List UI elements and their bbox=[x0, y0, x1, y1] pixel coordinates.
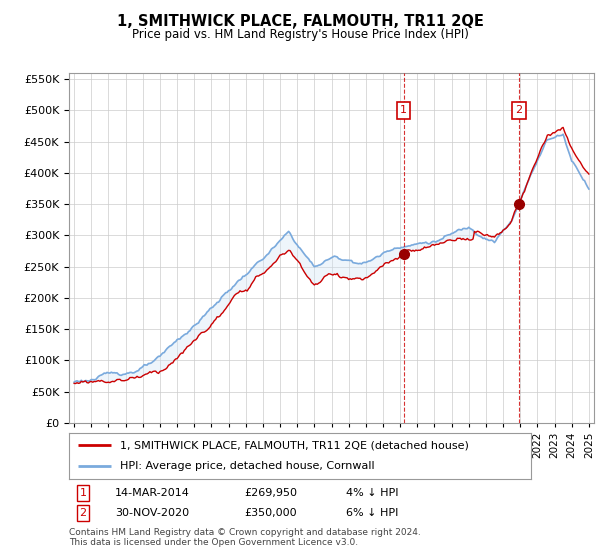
Text: Contains HM Land Registry data © Crown copyright and database right 2024.
This d: Contains HM Land Registry data © Crown c… bbox=[69, 528, 421, 547]
Text: 1, SMITHWICK PLACE, FALMOUTH, TR11 2QE: 1, SMITHWICK PLACE, FALMOUTH, TR11 2QE bbox=[116, 14, 484, 29]
Text: 1: 1 bbox=[79, 488, 86, 498]
Text: 2: 2 bbox=[79, 508, 86, 518]
Text: 1: 1 bbox=[400, 105, 407, 115]
Text: 4% ↓ HPI: 4% ↓ HPI bbox=[346, 488, 398, 498]
Text: 30-NOV-2020: 30-NOV-2020 bbox=[115, 508, 190, 518]
Text: 14-MAR-2014: 14-MAR-2014 bbox=[115, 488, 190, 498]
Text: HPI: Average price, detached house, Cornwall: HPI: Average price, detached house, Corn… bbox=[120, 461, 374, 472]
Text: Price paid vs. HM Land Registry's House Price Index (HPI): Price paid vs. HM Land Registry's House … bbox=[131, 28, 469, 41]
Text: £350,000: £350,000 bbox=[245, 508, 297, 518]
Text: 1, SMITHWICK PLACE, FALMOUTH, TR11 2QE (detached house): 1, SMITHWICK PLACE, FALMOUTH, TR11 2QE (… bbox=[120, 440, 469, 450]
Text: 2: 2 bbox=[515, 105, 523, 115]
Text: £269,950: £269,950 bbox=[245, 488, 298, 498]
Text: 6% ↓ HPI: 6% ↓ HPI bbox=[346, 508, 398, 518]
